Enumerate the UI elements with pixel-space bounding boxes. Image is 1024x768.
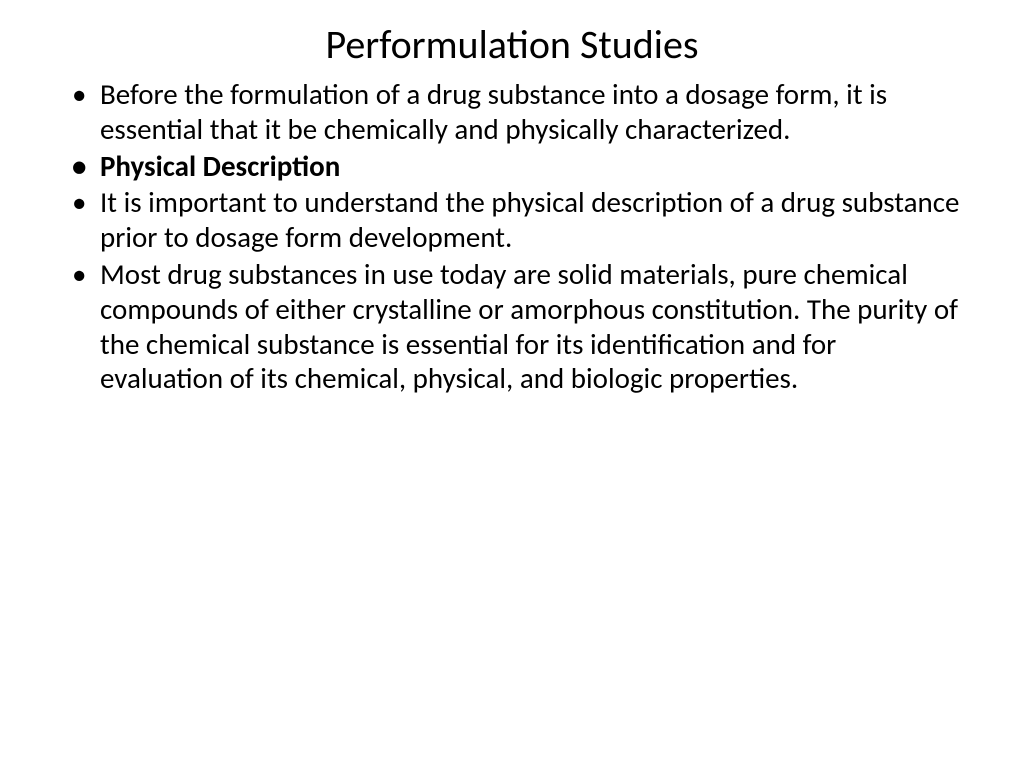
list-item: It is important to understand the physic… <box>100 185 964 255</box>
list-item: Most drug substances in use today are so… <box>100 257 964 396</box>
bullet-list: Before the formulation of a drug substan… <box>60 77 964 396</box>
slide-title: Performulation Studies <box>60 20 964 69</box>
list-item: Physical Description <box>100 149 964 184</box>
list-item: Before the formulation of a drug substan… <box>100 77 964 147</box>
